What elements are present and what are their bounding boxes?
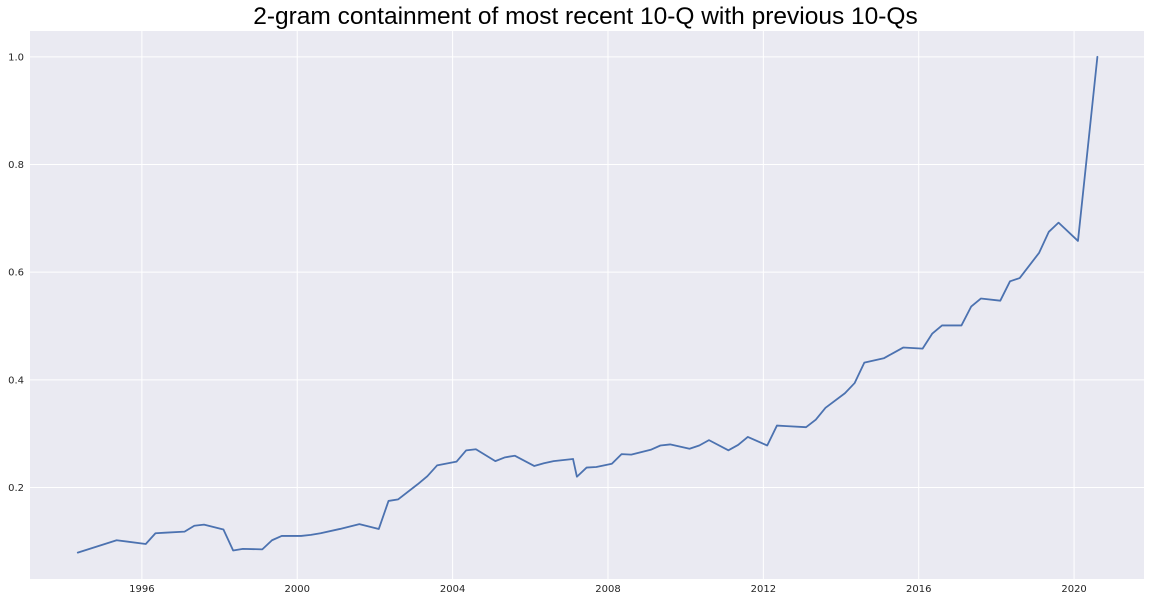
x-tick-label: 2020: [1061, 584, 1086, 595]
x-tick-label: 2004: [440, 584, 465, 595]
y-tick-label: 0.4: [8, 375, 24, 386]
y-tick-label: 0.8: [8, 160, 24, 171]
grid-lines: [30, 31, 1144, 579]
x-tick-label: 2012: [751, 584, 776, 595]
x-tick-label: 2008: [595, 584, 620, 595]
x-tick-label: 1996: [129, 584, 154, 595]
tick-labels: 1996 2000 2004 2008 2012 2016 2020 0.2 0.4 0.6 0.8…: [8, 52, 1087, 595]
x-tick-label: 2016: [906, 584, 931, 595]
y-tick-label: 0.6: [8, 268, 24, 279]
series-group: [76, 55, 1099, 554]
plot-area: [30, 31, 1144, 579]
series-line: [76, 55, 1099, 554]
y-tick-label: 0.2: [8, 483, 24, 494]
y-tick-label: 1.0: [8, 52, 24, 63]
chart-title: 2-gram containment of most recent 10-Q w…: [253, 3, 918, 30]
x-tick-label: 2000: [285, 584, 310, 595]
